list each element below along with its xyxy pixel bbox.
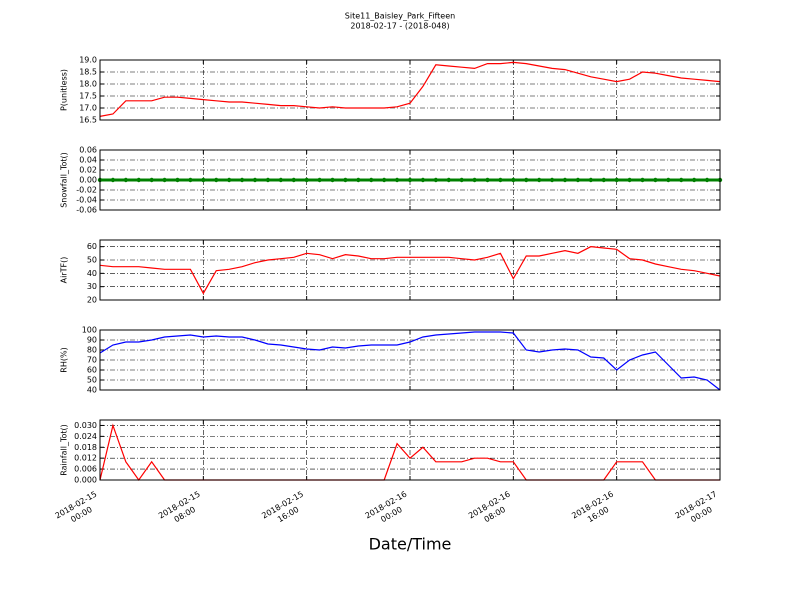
data-point bbox=[433, 177, 439, 183]
data-point bbox=[536, 177, 542, 183]
y-tick-label: 0.00 bbox=[79, 176, 97, 185]
data-point bbox=[446, 177, 451, 183]
y-tick-label: 0.030 bbox=[74, 421, 97, 430]
data-point bbox=[330, 177, 335, 183]
y-tick-label: 19.0 bbox=[79, 56, 97, 65]
chart-subtitle: 2018-02-17 - (2018-048) bbox=[350, 22, 449, 31]
y-tick-label: 40 bbox=[87, 386, 97, 395]
y-tick-label: 0.012 bbox=[74, 454, 97, 463]
data-point bbox=[614, 177, 619, 183]
chart-title: Site11_Baisley_Park_Fifteen bbox=[345, 12, 455, 21]
data-point bbox=[136, 177, 141, 183]
y-tick-label: 80 bbox=[87, 346, 97, 355]
y-tick-label: 70 bbox=[87, 356, 97, 365]
data-point bbox=[679, 177, 684, 183]
data-point bbox=[511, 177, 516, 183]
y-axis-label: AirTF() bbox=[60, 257, 69, 284]
data-point bbox=[575, 177, 581, 183]
data-point bbox=[162, 177, 167, 183]
data-point bbox=[343, 177, 348, 183]
data-point bbox=[601, 177, 606, 183]
data-point bbox=[640, 177, 645, 183]
data-point bbox=[175, 177, 180, 183]
y-tick-label: 30 bbox=[87, 282, 97, 291]
data-point bbox=[252, 177, 258, 183]
data-line bbox=[99, 331, 721, 391]
y-tick-label: 0.006 bbox=[74, 465, 97, 474]
y-tick-label: 0.06 bbox=[79, 146, 97, 155]
data-point bbox=[420, 177, 426, 183]
data-point bbox=[356, 177, 361, 183]
y-tick-label: 16.5 bbox=[79, 116, 97, 125]
data-point bbox=[394, 177, 400, 183]
data-point bbox=[188, 177, 193, 183]
y-tick-label: 20 bbox=[87, 296, 97, 305]
data-point bbox=[317, 177, 322, 183]
data-line bbox=[99, 246, 721, 295]
y-tick-label: 50 bbox=[87, 256, 97, 265]
y-tick-label: 17.0 bbox=[79, 104, 97, 113]
data-point bbox=[666, 177, 671, 183]
y-tick-label: 90 bbox=[87, 336, 97, 345]
data-point bbox=[588, 177, 594, 183]
plot-frame bbox=[99, 59, 721, 121]
y-tick-label: 60 bbox=[87, 242, 97, 251]
data-point bbox=[226, 177, 232, 183]
y-tick-label: -0.02 bbox=[76, 186, 97, 195]
y-tick-label: 40 bbox=[87, 269, 97, 278]
data-point bbox=[381, 177, 387, 183]
y-tick-label: 50 bbox=[87, 376, 97, 385]
y-axis-label: Rainfall_Tot() bbox=[60, 424, 69, 476]
x-axis-label: Date/Time bbox=[369, 535, 452, 554]
y-axis-label: P(unitless) bbox=[60, 69, 69, 111]
y-tick-label: 0.000 bbox=[74, 476, 97, 485]
data-point bbox=[485, 177, 490, 183]
y-tick-label: 18.5 bbox=[79, 68, 97, 77]
plot-frame bbox=[99, 419, 721, 481]
y-tick-label: 18.0 bbox=[79, 80, 97, 89]
data-point bbox=[304, 177, 309, 183]
data-point bbox=[123, 177, 129, 183]
y-tick-label: 0.018 bbox=[74, 443, 97, 452]
y-tick-label: 17.5 bbox=[79, 92, 97, 101]
data-point bbox=[498, 177, 503, 183]
plot-frame bbox=[99, 329, 721, 391]
data-point bbox=[549, 177, 555, 183]
y-tick-label: 100 bbox=[82, 326, 97, 335]
data-point bbox=[407, 177, 413, 183]
data-point bbox=[459, 177, 464, 183]
plot-frame bbox=[99, 149, 721, 211]
y-tick-label: 0.024 bbox=[74, 432, 97, 441]
data-point bbox=[524, 177, 529, 183]
data-point bbox=[214, 177, 219, 183]
data-point bbox=[278, 177, 284, 183]
data-point bbox=[291, 177, 296, 183]
y-tick-label: -0.04 bbox=[76, 196, 97, 205]
plot-frame bbox=[99, 239, 721, 301]
y-tick-label: -0.06 bbox=[76, 206, 97, 215]
y-axis-label: RH(%) bbox=[60, 347, 69, 372]
data-point bbox=[265, 177, 271, 183]
y-axis-label: Snowfall_Tot() bbox=[60, 152, 69, 208]
data-point bbox=[110, 177, 116, 183]
data-point bbox=[691, 177, 697, 183]
y-tick-label: 0.04 bbox=[79, 156, 97, 165]
data-line bbox=[99, 61, 721, 117]
y-tick-label: 60 bbox=[87, 366, 97, 375]
data-point bbox=[653, 177, 658, 183]
data-point bbox=[704, 177, 710, 183]
data-point bbox=[239, 177, 245, 183]
data-point bbox=[562, 177, 568, 183]
data-point bbox=[472, 177, 477, 183]
data-point bbox=[627, 177, 632, 183]
data-point bbox=[369, 177, 374, 183]
data-point bbox=[149, 177, 154, 183]
data-point bbox=[201, 177, 206, 183]
y-tick-label: 0.02 bbox=[79, 166, 97, 175]
